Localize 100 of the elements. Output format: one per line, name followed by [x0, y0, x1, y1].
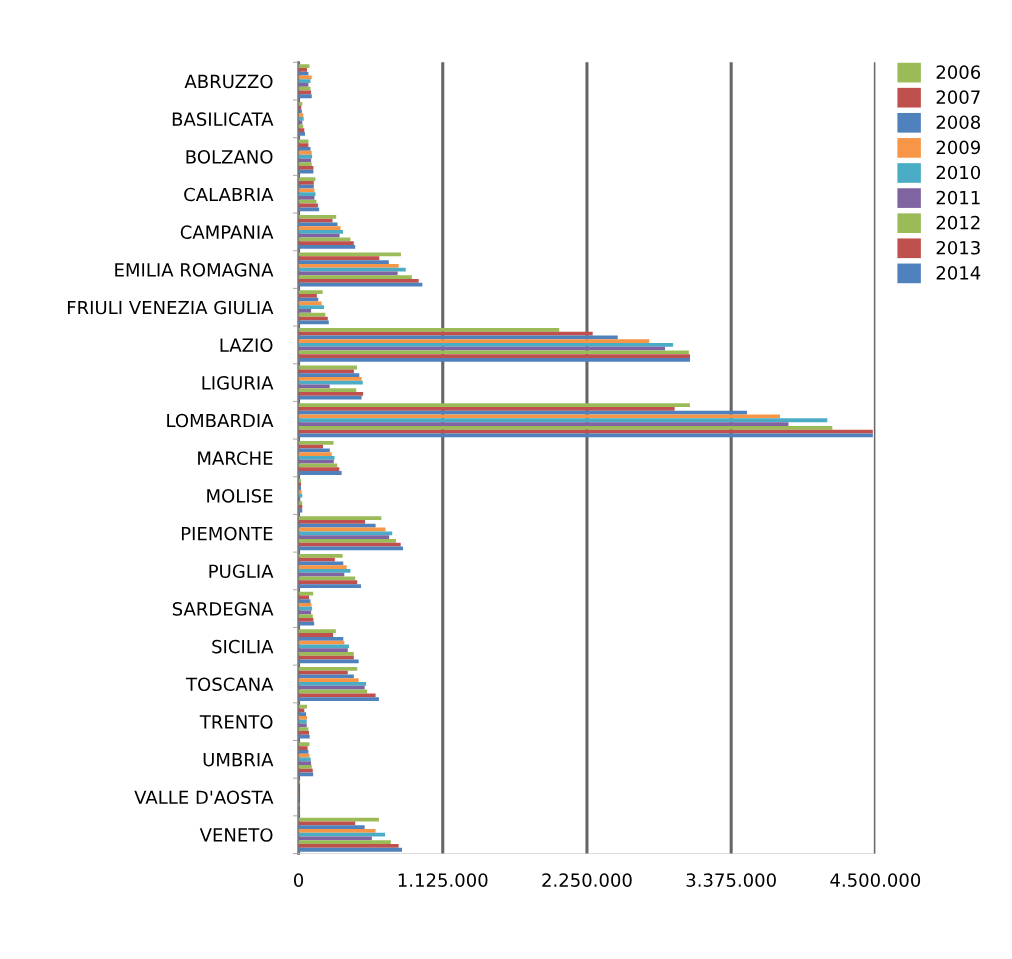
bar: [298, 595, 310, 600]
bar: [298, 467, 340, 472]
bar: [298, 459, 334, 464]
bar: [298, 572, 345, 577]
bar: [298, 678, 359, 683]
bar: [298, 847, 402, 852]
bar: [298, 297, 319, 302]
bar: [298, 546, 404, 551]
bar: [298, 346, 666, 351]
x-tick-label: 2.250.000: [542, 873, 632, 887]
bar: [298, 407, 675, 411]
bar: [298, 260, 389, 264]
legend-label: 2012: [936, 215, 980, 230]
bar: [298, 606, 313, 611]
bar: [298, 761, 312, 765]
bar: [298, 840, 391, 845]
bar: [298, 433, 873, 438]
bar: [298, 670, 348, 675]
bar: [298, 282, 423, 287]
y-tick-label: TRENTO: [199, 715, 273, 729]
bar: [298, 535, 390, 539]
bar: [298, 614, 313, 619]
bar: [298, 749, 309, 754]
bar: [298, 94, 312, 99]
bar: [298, 67, 307, 72]
bar: [298, 275, 412, 279]
bar: [298, 425, 833, 430]
y-tick-label: MOLISE: [207, 489, 273, 503]
legend-label: 2011: [936, 190, 980, 205]
bar: [298, 312, 326, 317]
bar: [298, 184, 314, 189]
bar: [298, 651, 354, 656]
bar: [298, 335, 618, 340]
bar: [298, 339, 650, 344]
legend-label: 2007: [936, 90, 980, 104]
bar: [298, 358, 691, 362]
bar: [298, 742, 310, 747]
x-tick-label: 4.500.000: [830, 873, 921, 887]
y-tick-label: BASILICATA: [172, 112, 274, 126]
bar: [298, 376, 362, 381]
bar: [298, 569, 351, 573]
bar: [298, 648, 348, 652]
bar: [298, 214, 337, 219]
bar: [298, 64, 310, 68]
legend-label: 2006: [936, 65, 981, 79]
bar: [298, 388, 357, 392]
bar: [298, 531, 393, 536]
bar: [298, 233, 340, 238]
y-tick-label: TOSCANA: [185, 677, 274, 692]
bar: [298, 584, 361, 588]
y-tick-label: EMILIA ROMAGNA: [115, 263, 274, 277]
bar: [298, 165, 314, 170]
bar: [298, 693, 376, 698]
bar: [298, 565, 347, 570]
bar: [298, 410, 747, 415]
y-tick-label: LAZIO: [220, 338, 273, 353]
bar: [298, 727, 309, 732]
bar: [298, 580, 358, 585]
bar: [298, 354, 691, 359]
bar: [298, 222, 338, 227]
bar: [298, 712, 306, 716]
y-tick-label: VALLE D'AOSTA: [134, 790, 274, 805]
bar: [298, 553, 343, 558]
bar: [298, 86, 311, 91]
bar: [298, 290, 323, 295]
bar: [298, 294, 317, 298]
bar: [298, 384, 330, 389]
bar: [298, 162, 312, 166]
y-tick-label: CALABRIA: [184, 187, 274, 202]
bar: [298, 147, 311, 151]
bar: [298, 71, 309, 76]
bar: [298, 278, 419, 283]
bar: [298, 395, 362, 400]
y-tick-label: UMBRIA: [203, 753, 274, 767]
bar: [298, 391, 364, 396]
bar: [298, 343, 674, 347]
y-tick-label: PUGLIA: [209, 564, 274, 579]
y-tick-label: ABRUZZO: [184, 74, 273, 89]
x-tick-label: 3.375.000: [686, 873, 776, 887]
y-tick-label: BOLZANO: [186, 149, 273, 164]
bar: [298, 229, 344, 234]
bar: [298, 682, 367, 686]
bar: [298, 667, 358, 671]
bar: [298, 746, 308, 750]
bar: [298, 440, 334, 445]
bar: [298, 764, 312, 769]
bar: [298, 516, 382, 521]
bar: [298, 829, 376, 833]
bar: [298, 373, 360, 377]
bar: [298, 520, 366, 524]
y-tick-label: SARDEGNA: [172, 602, 274, 616]
bar: [298, 708, 305, 713]
bar: [298, 256, 380, 261]
bar: [298, 734, 310, 739]
bar: [298, 83, 309, 87]
bar: [298, 245, 356, 249]
bar: [298, 636, 344, 641]
y-tick-label: MARCHE: [198, 451, 273, 466]
bar: [298, 685, 365, 690]
bar: [298, 659, 359, 664]
